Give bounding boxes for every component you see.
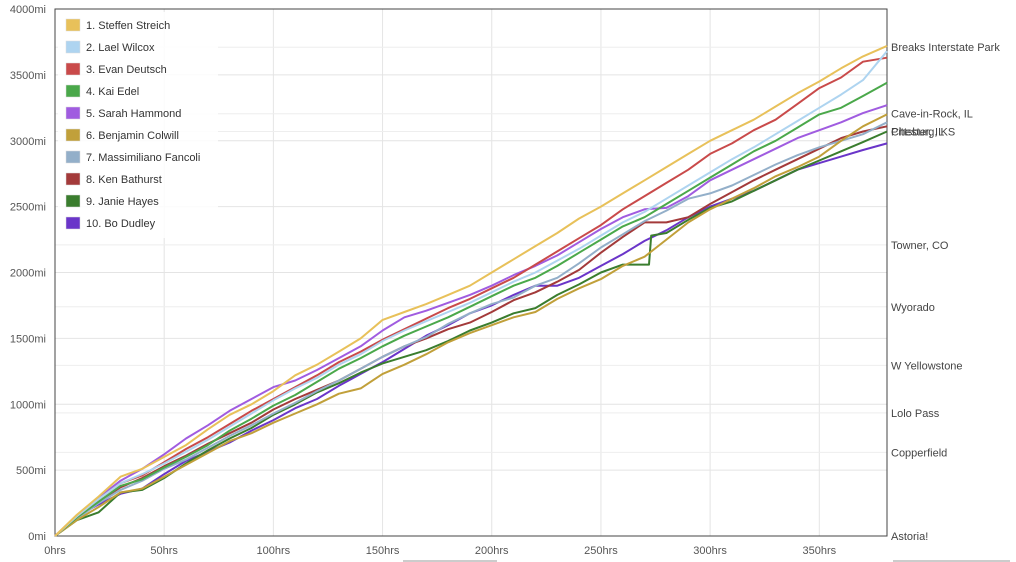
legend-label: 1. Steffen Streich bbox=[86, 20, 170, 32]
place-label: Cave-in-Rock, IL bbox=[891, 109, 973, 121]
plot-frame bbox=[54, 8, 888, 537]
legend-label: 4. Kai Edel bbox=[86, 86, 139, 98]
legend-label: 3. Evan Deutsch bbox=[86, 64, 167, 76]
legend-item[interactable]: 8. Ken Bathurst bbox=[65, 172, 162, 186]
legend-swatch bbox=[65, 40, 81, 54]
legend-swatch bbox=[65, 128, 81, 142]
legend-label: 10. Bo Dudley bbox=[86, 218, 156, 230]
legend-item[interactable]: 5. Sarah Hammond bbox=[65, 106, 181, 120]
place-label: Wyorado bbox=[891, 302, 935, 314]
series-line[interactable] bbox=[54, 44, 888, 537]
legend-label: 6. Benjamin Colwill bbox=[86, 130, 179, 142]
legend[interactable]: 1. Steffen Streich 2. Lael Wilcox 3. Evan … bbox=[58, 12, 218, 238]
legend-item[interactable]: 10. Bo Dudley bbox=[65, 216, 156, 230]
legend-item[interactable]: 1. Steffen Streich bbox=[65, 18, 170, 32]
y-tick-label: 3500mi bbox=[10, 70, 46, 82]
place-label: W Yellowstone bbox=[891, 360, 963, 372]
legend-swatch bbox=[65, 62, 81, 76]
x-tick-label: 250hrs bbox=[584, 545, 618, 557]
legend-item[interactable]: 2. Lael Wilcox bbox=[65, 40, 155, 54]
x-tick-label: 350hrs bbox=[802, 545, 836, 557]
place-label: Copperfield bbox=[891, 447, 947, 459]
y-tick-label: 1500mi bbox=[10, 333, 46, 345]
y-tick-label: 4000mi bbox=[10, 4, 46, 16]
y-tick-label: 2500mi bbox=[10, 202, 46, 214]
place-label: Towner, CO bbox=[891, 240, 949, 252]
place-label: Pittsburg, KS bbox=[891, 127, 955, 139]
place-labels: Breaks Interstate Park Cave-in-Rock, IL Ch… bbox=[891, 42, 1000, 543]
legend-item[interactable]: 9. Janie Hayes bbox=[65, 194, 159, 208]
legend-item[interactable]: 3. Evan Deutsch bbox=[65, 62, 167, 76]
y-tick-label: 1000mi bbox=[10, 399, 46, 411]
legend-swatch bbox=[65, 18, 81, 32]
place-label: Lolo Pass bbox=[891, 408, 940, 420]
legend-swatch bbox=[65, 150, 81, 164]
legend-label: 9. Janie Hayes bbox=[86, 196, 159, 208]
y-tick-label: 0mi bbox=[28, 531, 46, 543]
series-line[interactable] bbox=[54, 81, 888, 537]
x-tick-label: 300hrs bbox=[693, 545, 727, 557]
legend-item[interactable]: 6. Benjamin Colwill bbox=[65, 128, 179, 142]
x-tick-label: 150hrs bbox=[366, 545, 400, 557]
legend-background bbox=[58, 12, 218, 238]
legend-label: 2. Lael Wilcox bbox=[86, 42, 155, 54]
y-tick-label: 2000mi bbox=[10, 268, 46, 280]
y-tick-label: 3000mi bbox=[10, 136, 46, 148]
y-tick-label: 500mi bbox=[16, 465, 46, 477]
legend-item[interactable]: 4. Kai Edel bbox=[65, 84, 139, 98]
x-tick-label: 100hrs bbox=[257, 545, 291, 557]
series-lines bbox=[54, 44, 888, 537]
series-line[interactable] bbox=[54, 121, 888, 537]
series-line[interactable] bbox=[54, 125, 888, 537]
series-line[interactable] bbox=[54, 50, 888, 537]
x-axis-ticks: 0hrs 50hrs 100hrs 150hrs 200hrs 250hrs 300hrs 3… bbox=[44, 545, 836, 557]
legend-swatch bbox=[65, 172, 81, 186]
series-line[interactable] bbox=[54, 56, 888, 537]
series-line[interactable] bbox=[54, 113, 888, 537]
legend-label: 7. Massimiliano Fancoli bbox=[86, 152, 200, 164]
place-label: Breaks Interstate Park bbox=[891, 42, 1000, 54]
place-label: Astoria! bbox=[891, 531, 928, 543]
x-tick-label: 0hrs bbox=[44, 545, 66, 557]
legend-swatch bbox=[65, 216, 81, 230]
legend-swatch bbox=[65, 84, 81, 98]
place-label: Chester, IL bbox=[891, 127, 944, 139]
legend-label: 8. Ken Bathurst bbox=[86, 174, 162, 186]
legend-label: 5. Sarah Hammond bbox=[86, 108, 181, 120]
x-tick-label: 200hrs bbox=[475, 545, 509, 557]
series-line[interactable] bbox=[54, 104, 888, 537]
y-axis-ticks: 0mi 500mi 1000mi 1500mi 2000mi 2500mi 3000mi 35… bbox=[10, 4, 46, 543]
series-line[interactable] bbox=[54, 130, 888, 537]
legend-swatch bbox=[65, 106, 81, 120]
x-tick-label: 50hrs bbox=[150, 545, 178, 557]
legend-swatch bbox=[65, 194, 81, 208]
legend-item[interactable]: 7. Massimiliano Fancoli bbox=[65, 150, 200, 164]
